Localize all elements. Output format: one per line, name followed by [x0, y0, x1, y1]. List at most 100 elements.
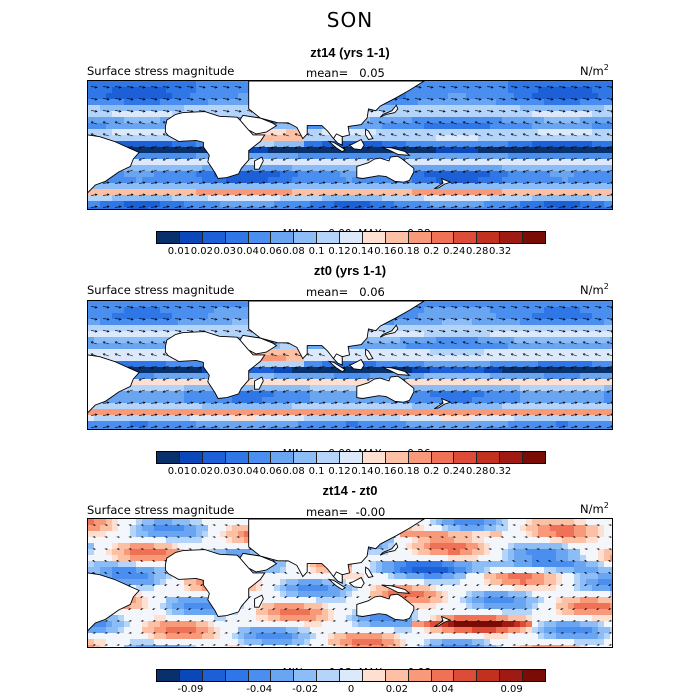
stress-vectors	[90, 86, 612, 208]
colorbar-swatch	[248, 232, 272, 243]
colorbar-swatch	[202, 670, 226, 681]
panel-2-units-exp: 2	[603, 282, 609, 291]
colorbar-tick-label: 0.02	[385, 684, 409, 695]
panel-2-map-svg	[88, 301, 612, 429]
colorbar-tick-label: 0.08	[282, 246, 305, 257]
panel-2-mean-label: mean=	[306, 285, 349, 299]
colorbar-swatch	[431, 452, 455, 463]
panel-3-colorbar	[156, 669, 546, 682]
colorbar-swatch	[294, 670, 318, 681]
landmasses	[88, 81, 452, 194]
colorbar-swatch	[202, 232, 226, 243]
colorbar-swatch	[225, 232, 249, 243]
colorbar-swatch	[157, 452, 180, 463]
colorbar-swatch	[248, 670, 272, 681]
colorbar-tick-label: 0.03	[213, 466, 236, 477]
colorbar-tick-label: 0.24	[443, 466, 466, 477]
colorbar-swatch	[362, 670, 386, 681]
colorbar-tick-label: 0.02	[190, 466, 214, 477]
colorbar-tick-label: 0.09	[500, 684, 523, 695]
stress-vectors	[90, 306, 612, 428]
colorbar-swatch	[271, 670, 295, 681]
colorbar-swatch	[317, 232, 340, 243]
panel-3-colorbar-ticks: -0.09 -0.04 -0.02 0 0.02 0.04 0.09	[156, 684, 546, 698]
panel-1-field-label: Surface stress magnitude	[87, 64, 235, 78]
colorbar-swatch	[340, 670, 363, 681]
stress-vectors	[92, 524, 612, 646]
panel-2-units-text: N/m	[580, 282, 604, 297]
colorbar-swatch	[179, 670, 203, 681]
colorbar-swatch	[454, 670, 478, 681]
colorbar-tick-label: 0.06	[259, 466, 282, 477]
panel-2-field-label: Surface stress magnitude	[87, 283, 235, 297]
panel-3-mean-label: mean=	[306, 505, 349, 519]
colorbar-tick-label: 0	[347, 684, 355, 695]
colorbar-swatch	[317, 452, 340, 463]
panel-1-units-text: N/m	[580, 63, 604, 78]
panel-1-colorbar-ticks: 0.01 0.02 0.03 0.04 0.06 0.08 0.1 0.12 0.14 0.16 0…	[156, 246, 546, 260]
colorbar-swatch	[431, 232, 455, 243]
colorbar-tick-label: 0.01	[167, 466, 191, 477]
colorbar-swatch	[523, 452, 545, 463]
panel-1-units: N/m2	[580, 63, 609, 78]
colorbar-swatch	[202, 452, 226, 463]
panel-1-title: zt14 (yrs 1-1)	[310, 45, 390, 60]
colorbar-tick-label: 0.2	[423, 246, 440, 257]
stress-field	[88, 81, 612, 209]
colorbar-tick-label: 0.16	[374, 246, 397, 257]
panel-2-colorbar	[156, 451, 546, 464]
colorbar-swatch	[340, 232, 363, 243]
panel-3-mean: mean= -0.00	[306, 505, 385, 519]
landmasses	[88, 301, 452, 414]
colorbar-swatch	[454, 232, 478, 243]
panel-3-field-label: Surface stress magnitude	[87, 503, 235, 517]
colorbar-tick-label: -0.02	[292, 684, 319, 695]
panel-3-mean-value: -0.00	[355, 505, 386, 519]
colorbar-swatch	[248, 452, 272, 463]
colorbar-tick-label: 0.18	[397, 246, 420, 257]
colorbar-tick-label: 0.04	[236, 246, 259, 257]
colorbar-swatch	[225, 452, 249, 463]
panel-1-map-svg	[88, 81, 612, 209]
colorbar-tick-label: 0.12	[328, 466, 351, 477]
colorbar-swatch	[500, 670, 523, 681]
colorbar-tick-label: 0.14	[351, 246, 374, 257]
colorbar-swatch	[500, 232, 523, 243]
panel-2-mean-value: 0.06	[359, 285, 385, 299]
colorbar-tick-label: -0.09	[177, 684, 204, 695]
colorbar-swatch	[385, 232, 409, 243]
colorbar-swatch	[408, 670, 432, 681]
colorbar-tick-label: 0.04	[236, 466, 259, 477]
panel-2-map	[87, 300, 613, 430]
panel-1-mean: mean= 0.05	[306, 66, 385, 80]
panel-1-map	[87, 80, 613, 210]
colorbar-tick-label: 0.04	[431, 684, 454, 695]
panel-3-title: zt14 - zt0	[322, 483, 378, 498]
colorbar-tick-label: 0.02	[190, 246, 214, 257]
colorbar-tick-label: 0.01	[167, 246, 191, 257]
colorbar-swatch	[225, 670, 249, 681]
colorbar-tick-label: 0.06	[259, 246, 282, 257]
panel-1-units-exp: 2	[603, 63, 609, 72]
colorbar-tick-label: 0.2	[423, 466, 440, 477]
panel-3-map-svg	[88, 519, 612, 647]
colorbar-swatch	[523, 670, 545, 681]
panel-3-units-text: N/m	[580, 501, 604, 516]
colorbar-tick-label: 0.03	[213, 246, 236, 257]
panel-1-mean-label: mean=	[306, 66, 349, 80]
colorbar-swatch	[340, 452, 363, 463]
colorbar-swatch	[385, 452, 409, 463]
colorbar-tick-label: 0.08	[282, 466, 305, 477]
colorbar-tick-label: 0.1	[308, 246, 325, 257]
colorbar-tick-label: 0.32	[488, 466, 512, 477]
panel-1-colorbar	[156, 231, 546, 244]
panel-2-units: N/m2	[580, 282, 609, 297]
colorbar-tick-label: 0.14	[351, 466, 374, 477]
colorbar-tick-label: 0.28	[466, 246, 489, 257]
colorbar-tick-label: 0.32	[488, 246, 512, 257]
panel-2-title: zt0 (yrs 1-1)	[313, 263, 387, 278]
colorbar-tick-label: 0.16	[374, 466, 397, 477]
colorbar-swatch	[431, 670, 455, 681]
colorbar-swatch	[294, 232, 318, 243]
colorbar-swatch	[179, 452, 203, 463]
